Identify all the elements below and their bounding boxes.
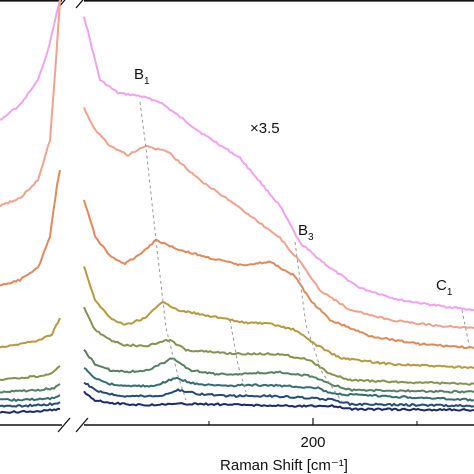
guide-b3: [294, 241, 343, 403]
spectrum-right-8: [83, 381, 474, 408]
peak-guides: [139, 101, 471, 403]
x-axis-label: Raman Shift [cm⁻¹]: [220, 457, 348, 474]
spectrum-right-1: [83, 16, 474, 312]
scale-annotation: ×3.5: [250, 120, 280, 137]
tick-label-200: 200: [300, 434, 325, 451]
spectrum-left-3: [0, 169, 61, 287]
spectrum-left-9: [0, 407, 61, 414]
spectrum-right-5: [83, 306, 474, 386]
spectrum-right-4: [83, 266, 474, 370]
spectrum-left-6: [0, 383, 61, 394]
spectra-right-panel: [83, 16, 474, 412]
guide-c1: [461, 309, 471, 351]
guide-mid: [229, 319, 247, 393]
spectrum-left-7: [0, 394, 61, 403]
spectra-left-panel: [0, 0, 61, 414]
peak-label-c1: C1: [436, 277, 453, 298]
peak-label-b3: B3: [298, 222, 314, 243]
spectrum-left-8: [0, 401, 61, 408]
spectrum-left-5: [0, 365, 61, 382]
spectrum-left-1: [0, 0, 61, 121]
spectrum-right-3: [83, 199, 474, 349]
spectrum-right-7: [83, 367, 474, 402]
axis-break-bottom: [57, 417, 89, 433]
spectrum-right-6: [83, 348, 474, 394]
spectrum-right-2: [83, 107, 474, 329]
peak-label-b1: B1: [134, 66, 150, 87]
spectrum-left-2: [0, 0, 61, 208]
axis-break-top: [57, 0, 84, 9]
spectrum-right-9: [83, 390, 474, 412]
spectrum-left-4: [0, 317, 61, 349]
guide-b1: [139, 101, 187, 401]
